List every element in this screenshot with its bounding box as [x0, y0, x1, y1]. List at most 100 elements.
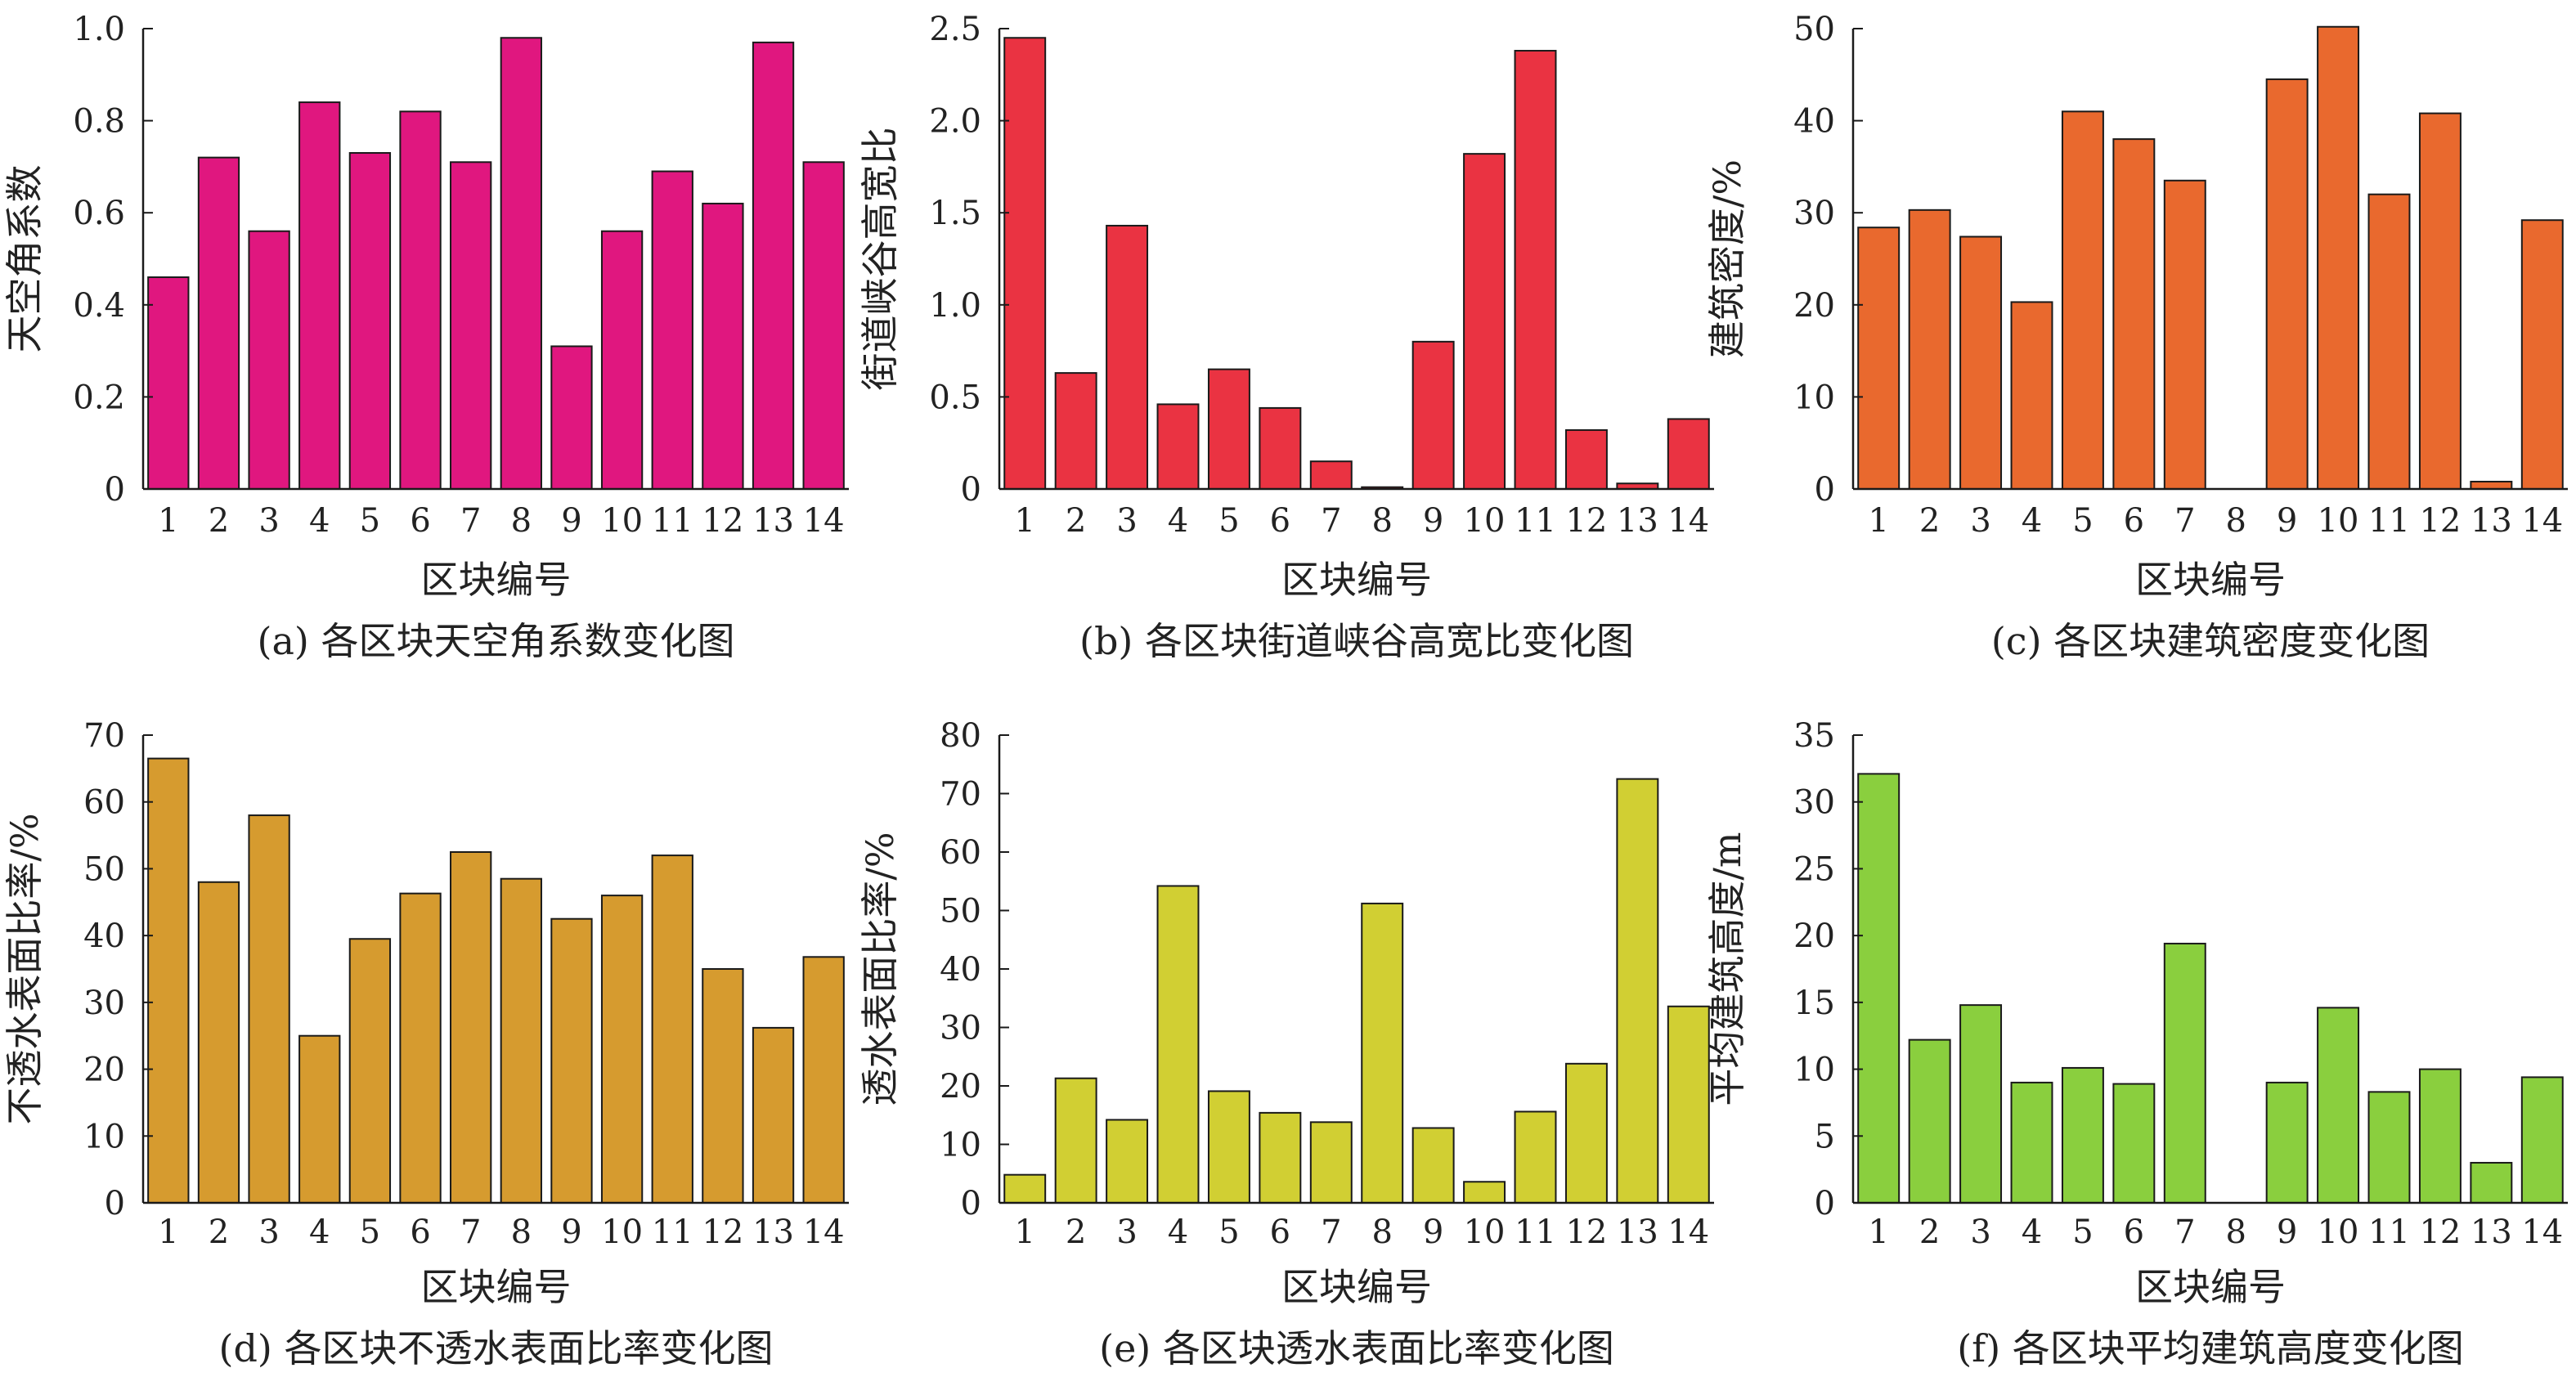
panel-b-bar-5	[1207, 368, 1250, 490]
panel-b-bar-6	[1259, 406, 1302, 490]
panel-e-x-tick-label: 4	[1168, 1213, 1188, 1251]
panel-d-x-tick-label: 7	[460, 1213, 481, 1251]
panel-b-y-axis-label: 街道峡谷高宽比	[858, 128, 902, 391]
panel-d-x-tick-label: 10	[601, 1213, 643, 1251]
panel-c-x-tick-label: 1	[1868, 502, 1888, 540]
panel-f-x-tick-label: 10	[2318, 1213, 2359, 1251]
panel-f-bar-5	[2061, 1066, 2104, 1204]
panel-d-bar-12	[702, 968, 744, 1204]
panel-c-x-tick-label: 8	[2225, 502, 2246, 540]
panel-a-bar-2	[197, 156, 240, 490]
panel-a-x-tick-label: 9	[561, 502, 581, 540]
panel-d-y-axis-label: 不透水表面比率/%	[2, 813, 47, 1124]
panel-f-y-tick-label: 5	[1815, 1118, 1835, 1155]
panel-c-caption: (c) 各区块建筑密度变化图	[1991, 619, 2430, 663]
panel-a-x-tick-label: 2	[209, 502, 229, 540]
panel-a-x-tick-label: 8	[511, 502, 532, 540]
panel-d-y-tick-label: 0	[105, 1185, 125, 1222]
panel-e-x-tick-label: 11	[1515, 1213, 1556, 1251]
panel-c-x-tick-label: 7	[2174, 502, 2195, 540]
panel-f-x-tick-label: 8	[2225, 1213, 2246, 1251]
panel-d-bar-5	[348, 938, 392, 1204]
panel-e-bar-6	[1259, 1111, 1302, 1204]
panel-f-y-tick-label: 35	[1793, 717, 1835, 755]
panel-a-bar-6	[399, 110, 442, 490]
panel-b-bar-14	[1667, 418, 1710, 490]
panel-f-y-axis-label: 平均建筑高度/m	[1705, 832, 1749, 1106]
panel-b-x-tick-label: 2	[1066, 502, 1086, 540]
panel-b-x-tick-label: 3	[1116, 502, 1137, 540]
panel-c-x-tick-label: 2	[1919, 502, 1940, 540]
panel-a-bar-8	[500, 37, 542, 490]
panel-b-bar-11	[1514, 50, 1557, 490]
panel-c-x-axis-label: 区块编号	[2135, 558, 2286, 602]
panel-f-x-tick-label: 13	[2471, 1213, 2512, 1251]
panel-c-bar-14	[2520, 219, 2564, 490]
panel-e-y-tick-label: 60	[940, 834, 981, 872]
panel-f-bar-10	[2317, 1007, 2360, 1204]
panel-c-bar-11	[2367, 193, 2411, 490]
panel-e-y-tick-label: 10	[940, 1127, 981, 1164]
panel-d-y-tick-label: 10	[83, 1118, 125, 1155]
panel-b-y-tick-label: 1.5	[929, 195, 981, 232]
panel-d-x-tick-label: 13	[752, 1213, 794, 1251]
panel-d-bar-11	[651, 854, 693, 1204]
panel-f-bar-2	[1908, 1038, 1951, 1204]
panel-e-bar-13	[1616, 778, 1659, 1204]
panel-d-bar-4	[298, 1034, 341, 1204]
panel-c-bar-5	[2061, 110, 2104, 490]
panel-e-y-tick-label: 0	[961, 1185, 981, 1222]
panel-c-x-tick-label: 12	[2419, 502, 2461, 540]
panel-e-bar-12	[1564, 1062, 1608, 1204]
panel-c-bar-3	[1959, 235, 2003, 490]
panel-d-bar-1	[147, 757, 190, 1204]
panel-b-x-tick-label: 6	[1270, 502, 1290, 540]
panel-f-bar-3	[1959, 1004, 2003, 1204]
panel-b-x-axis-label: 区块编号	[1281, 558, 1432, 602]
panel-e-y-tick-label: 70	[940, 776, 981, 814]
panel-d-y-tick-label: 60	[83, 784, 125, 822]
panel-b-x-tick-label: 4	[1168, 502, 1188, 540]
panel-f-bar-12	[2418, 1068, 2462, 1204]
panel-b-bar-7	[1309, 460, 1353, 490]
panel-d-bar-14	[802, 956, 845, 1204]
panel-e-x-tick-label: 7	[1321, 1213, 1341, 1251]
panel-a-bar-13	[752, 41, 795, 490]
panel-f-x-tick-label: 9	[2277, 1213, 2297, 1251]
panel-c-bar-4	[2010, 301, 2053, 491]
panel-c-bar-13	[2470, 480, 2513, 490]
panel-e-bar-8	[1361, 902, 1404, 1204]
panel-b-y-tick-label: 0.5	[929, 379, 981, 416]
panel-a-bar-7	[450, 161, 492, 491]
panel-a-x-tick-label: 4	[309, 502, 330, 540]
panel-b-x-tick-label: 9	[1423, 502, 1443, 540]
panel-a-bar-3	[248, 230, 290, 490]
panel-b-x-tick-label: 1	[1014, 502, 1034, 540]
panel-e-x-tick-label: 5	[1218, 1213, 1239, 1251]
panel-a-bar-1	[147, 276, 190, 490]
panel-a-y-tick-label: 0.4	[73, 287, 125, 325]
panel-c-y-axis-label: 建筑密度/%	[1705, 159, 1749, 358]
panel-c-x-tick-label: 5	[2072, 502, 2093, 540]
panel-a-bar-9	[550, 345, 593, 490]
panel-b-x-tick-label: 14	[1667, 502, 1709, 540]
panel-f-y-tick-label: 15	[1793, 985, 1835, 1022]
panel-b-y-tick-label: 1.0	[929, 287, 981, 325]
panel-d-y-tick-label: 30	[83, 985, 125, 1022]
panel-f-bar-6	[2112, 1083, 2156, 1204]
panel-b-x-tick-label: 5	[1218, 502, 1239, 540]
panel-a-bar-14	[802, 161, 845, 491]
panel-c-x-tick-label: 10	[2318, 502, 2359, 540]
panel-e-y-axis-label: 透水表面比率/%	[858, 832, 902, 1106]
panel-b-bar-1	[1003, 37, 1047, 490]
panel-c-y-tick-label: 10	[1793, 379, 1835, 416]
panel-f-x-axis-label: 区块编号	[2135, 1265, 2286, 1309]
panel-b-x-tick-label: 11	[1515, 502, 1556, 540]
panel-a-y-tick-label: 0.6	[73, 195, 125, 232]
panel-d-x-tick-label: 1	[158, 1213, 178, 1251]
panel-a-bar-5	[348, 152, 392, 490]
panel-c-bar-6	[2112, 138, 2156, 490]
